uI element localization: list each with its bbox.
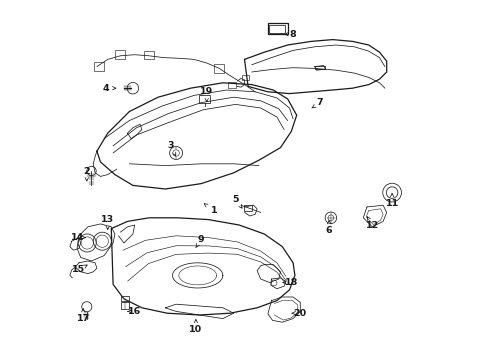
- Text: 16: 16: [128, 307, 141, 316]
- Text: 1: 1: [210, 206, 217, 215]
- Text: 4: 4: [102, 84, 109, 93]
- Text: 18: 18: [284, 278, 297, 287]
- Text: 8: 8: [289, 30, 296, 39]
- Text: 3: 3: [167, 141, 174, 150]
- Text: 14: 14: [70, 233, 83, 242]
- Text: 15: 15: [71, 266, 84, 274]
- Text: 13: 13: [101, 215, 114, 224]
- Text: 6: 6: [325, 226, 332, 235]
- Text: 17: 17: [77, 314, 90, 323]
- Text: 11: 11: [385, 199, 398, 208]
- Text: 5: 5: [232, 195, 238, 204]
- Text: 9: 9: [198, 235, 204, 244]
- Text: 20: 20: [293, 309, 306, 318]
- Text: 2: 2: [83, 166, 90, 175]
- Text: 19: 19: [200, 87, 213, 96]
- Text: 10: 10: [189, 325, 202, 334]
- Text: 12: 12: [365, 220, 378, 230]
- Text: 7: 7: [316, 98, 323, 107]
